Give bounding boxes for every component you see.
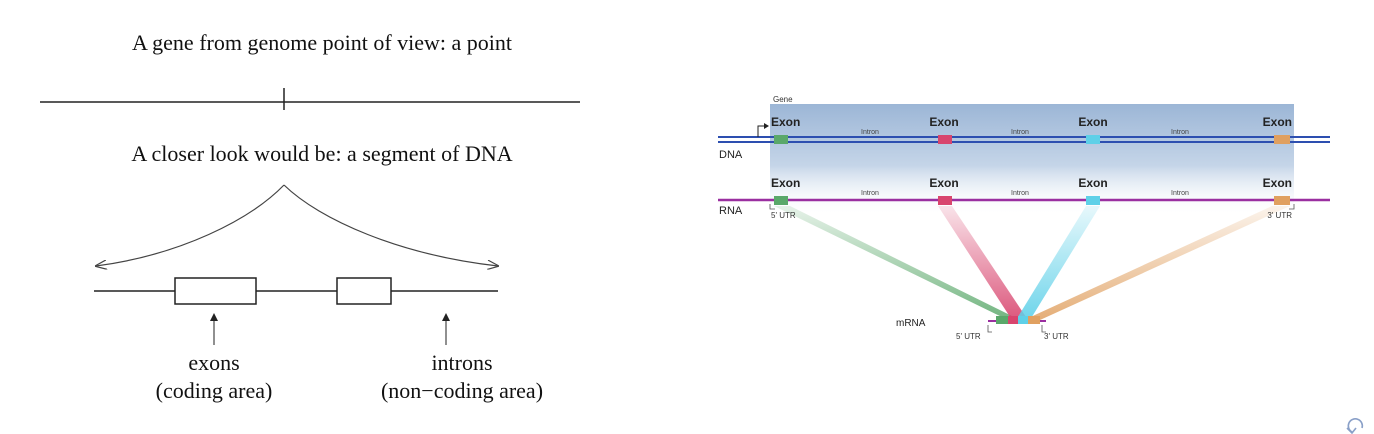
dna-exon-2 bbox=[938, 135, 952, 144]
dna-intron-label-1: Intron bbox=[861, 129, 879, 136]
rna-exon-3 bbox=[1086, 196, 1100, 205]
rna-intron-label-1: Intron bbox=[861, 190, 879, 197]
left-title: A gene from genome point of view: a poin… bbox=[132, 30, 512, 55]
zoom-curve-right bbox=[283, 184, 498, 266]
gene-box bbox=[770, 104, 1294, 216]
introns-sublabel: (non−coding area) bbox=[381, 378, 543, 403]
exon-box-2 bbox=[336, 277, 392, 305]
rna-exon-label-2: Exon bbox=[929, 176, 958, 190]
rna-exon-2 bbox=[938, 196, 952, 205]
rna-exon-4 bbox=[1274, 196, 1290, 205]
introns-label: introns bbox=[431, 350, 492, 375]
gene-label: Gene bbox=[773, 95, 793, 104]
undo-icon[interactable] bbox=[1346, 418, 1364, 434]
beam-pink bbox=[938, 206, 1028, 320]
dna-label: DNA bbox=[719, 149, 743, 161]
rna-intron-label-2: Intron bbox=[1011, 190, 1029, 197]
rna-utr3-label: 3' UTR bbox=[1267, 211, 1292, 220]
rna-intron-label-3: Intron bbox=[1171, 190, 1189, 197]
utr5-bracket bbox=[769, 204, 775, 210]
exons-sublabel: (coding area) bbox=[156, 378, 273, 403]
dna-exon-4 bbox=[1274, 135, 1290, 144]
right-diagram: Gene DNA Exon Exon Exon Exon Intron Intr… bbox=[718, 95, 1330, 341]
rna-exon-label-3: Exon bbox=[1078, 176, 1107, 190]
dna-exon-label-3: Exon bbox=[1078, 115, 1107, 129]
utr3-bracket bbox=[1289, 204, 1295, 210]
rna-label: RNA bbox=[719, 205, 743, 217]
mrna-label: mRNA bbox=[896, 318, 926, 329]
rna-utr5-label: 5' UTR bbox=[771, 211, 796, 220]
mrna-utr3-bracket bbox=[1041, 325, 1046, 333]
beam-orange bbox=[1024, 206, 1290, 320]
exons-label: exons bbox=[188, 350, 239, 375]
beam-green bbox=[774, 206, 1020, 320]
dna-exon-label-4: Exon bbox=[1263, 115, 1292, 129]
mrna-exon-1 bbox=[996, 316, 1008, 324]
mrna-utr3-label: 3' UTR bbox=[1044, 332, 1069, 341]
dna-intron-label-2: Intron bbox=[1011, 129, 1029, 136]
dna-exon-1 bbox=[774, 135, 788, 144]
rna-exon-1 bbox=[774, 196, 788, 205]
dna-intron-label-3: Intron bbox=[1171, 129, 1189, 136]
tss-arrow-head bbox=[764, 123, 769, 129]
left-diagram: A gene from genome point of view: a poin… bbox=[40, 30, 580, 403]
mrna-exon-2 bbox=[1008, 316, 1018, 324]
rna-exon-label-4: Exon bbox=[1263, 176, 1292, 190]
left-subtitle: A closer look would be: a segment of DNA bbox=[131, 141, 512, 166]
beam-cyan bbox=[1016, 206, 1100, 320]
mrna-utr5-bracket bbox=[987, 325, 992, 333]
mrna-exon-4 bbox=[1028, 316, 1040, 324]
exon-box-1 bbox=[174, 277, 257, 305]
dna-exon-label-2: Exon bbox=[929, 115, 958, 129]
rna-exon-label-1: Exon bbox=[771, 176, 800, 190]
tss-arrow bbox=[757, 125, 768, 137]
dna-exon-label-1: Exon bbox=[771, 115, 800, 129]
zoom-curve-left bbox=[96, 184, 285, 266]
mrna-exon-3 bbox=[1018, 316, 1028, 324]
dna-exon-3 bbox=[1086, 135, 1100, 144]
mrna-utr5-label: 5' UTR bbox=[956, 332, 981, 341]
